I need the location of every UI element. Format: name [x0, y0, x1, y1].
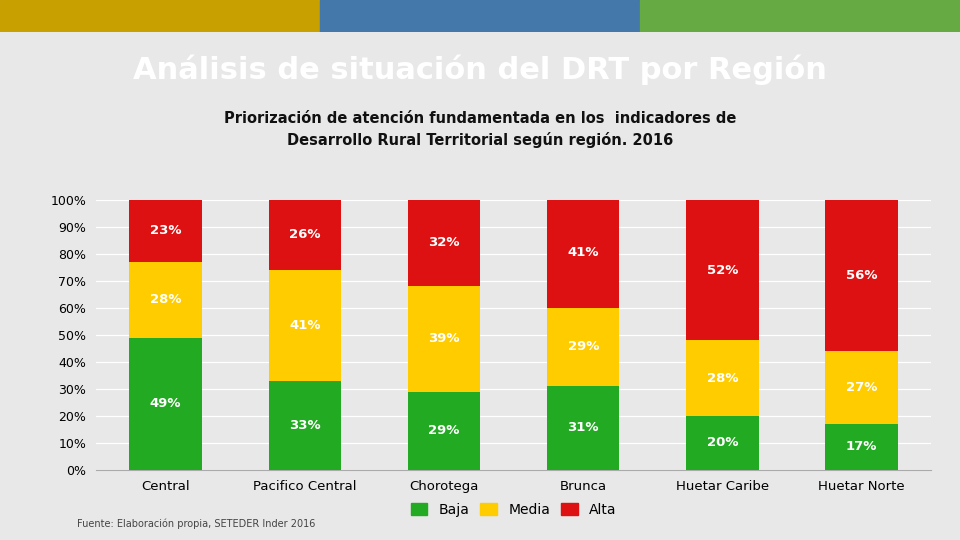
Bar [547, 308, 619, 386]
Bar [826, 424, 898, 470]
Legend: Baja, Media, Alta: Baja, Media, Alta [405, 497, 622, 522]
Text: 41%: 41% [289, 319, 321, 332]
Text: 20%: 20% [707, 436, 738, 449]
Bar [269, 270, 341, 381]
Text: 49%: 49% [150, 397, 181, 410]
Bar [320, 0, 640, 32]
Text: 33%: 33% [289, 418, 321, 432]
Bar [686, 340, 758, 416]
Text: 17%: 17% [846, 440, 877, 454]
Text: 39%: 39% [428, 332, 460, 346]
Text: Análisis de situación del DRT por Región: Análisis de situación del DRT por Región [133, 55, 827, 85]
Text: 52%: 52% [707, 264, 738, 276]
Bar [547, 386, 619, 470]
Bar [547, 197, 619, 308]
Text: 31%: 31% [567, 421, 599, 435]
Text: Fuente: Elaboración propia, SETEDER Inder 2016: Fuente: Elaboración propia, SETEDER Inde… [77, 519, 315, 529]
Bar [130, 262, 202, 338]
Text: 41%: 41% [567, 246, 599, 259]
Text: 32%: 32% [428, 237, 460, 249]
Text: 23%: 23% [150, 224, 181, 238]
Bar [408, 286, 480, 391]
Text: 28%: 28% [150, 293, 181, 306]
Text: Priorización de atención fundamentada en los  indicadores de
Desarrollo Rural Te: Priorización de atención fundamentada en… [224, 111, 736, 148]
Bar [640, 0, 960, 32]
Bar [408, 392, 480, 470]
Text: 29%: 29% [567, 340, 599, 354]
Bar [686, 416, 758, 470]
Bar [826, 200, 898, 351]
Bar [686, 200, 758, 340]
Bar [0, 0, 320, 32]
Text: 26%: 26% [289, 228, 321, 241]
Bar [826, 351, 898, 424]
Bar [269, 381, 341, 470]
Bar [130, 338, 202, 470]
Bar [269, 200, 341, 270]
Text: 56%: 56% [846, 269, 877, 282]
Text: 28%: 28% [707, 372, 738, 384]
Bar [408, 200, 480, 286]
Text: 29%: 29% [428, 424, 460, 437]
Bar [130, 200, 202, 262]
Text: 27%: 27% [846, 381, 877, 394]
